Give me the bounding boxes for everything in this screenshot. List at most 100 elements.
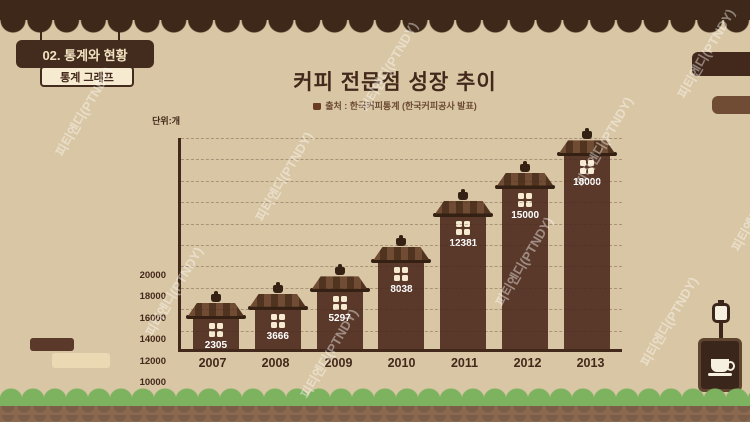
decor-block [692,52,750,76]
unit-label: 단위:개 [152,116,180,126]
badge-string [40,28,42,42]
bar-windows [518,192,533,207]
chart-source-text: 출처 : 한국커피통계 (한국커피공사 발표) [325,101,477,111]
bar-roof [435,200,492,214]
bar-roof-eave [556,152,617,157]
plot-area: 2305 3666 5297 80 [178,128,622,370]
x-axis-label: 2007 [198,356,227,370]
bar-roof [373,247,430,260]
gridline [181,330,622,332]
bar-roof-eave [371,259,432,263]
y-axis-label: 14000 [139,334,166,346]
bar-roof [497,172,554,186]
section-badge: 02. 통계와 현황 [16,40,154,68]
bar-value-label: 2305 [204,340,228,351]
bar-value-label: 8038 [390,284,413,295]
bar-roof [311,276,368,290]
y-axis-label: 10000 [139,377,166,388]
bar: 18000 [556,128,617,349]
grass-bumps [0,387,750,400]
gridline [181,266,622,268]
bar: 12381 [433,188,494,349]
section-badge-subtitle: 통계 그래프 [40,66,134,87]
watermark-text: 피티엔디(PTNDY) [728,159,750,254]
y-axis-label: 12000 [139,355,166,367]
coffee-pot-icon [334,264,345,276]
gridline [181,287,622,289]
bar-roof [249,293,306,307]
soil-strip [0,406,750,422]
x-axis-label: 2013 [576,356,605,370]
bar-value-label: 12381 [449,237,478,249]
gridline [181,223,622,225]
decor-block [52,353,110,368]
street-lamp-icon [712,300,730,323]
bar-roof [558,140,615,154]
coffee-sign-board [698,338,742,392]
x-axis-label: 2009 [324,356,353,370]
bar-body: 18000 [563,156,610,349]
bars: 2305 3666 5297 80 [181,128,622,351]
bar-windows [579,160,594,175]
bar: 2305 [185,291,246,351]
x-axis-labels: 2007 2008 2009 2010 2011 2012 2013 [181,356,622,370]
bar-value-label: 3666 [266,330,289,342]
bar-windows [208,323,223,337]
bar-windows [270,313,285,328]
bar-body: 2305 [192,319,239,351]
gridline [181,245,622,246]
coffee-pot-icon [581,128,592,140]
coffee-pot-icon [520,160,531,172]
coffee-pot-icon [210,291,221,302]
decor-block [30,338,74,351]
y-axis-label: 18000 [139,291,166,303]
bar-roof-eave [309,288,370,293]
x-axis-label: 2011 [450,356,479,370]
bar-windows [332,296,347,311]
gridline [181,180,622,182]
coffee-pot-icon [272,281,283,293]
bar-windows [394,267,409,281]
coffee-cup-icon [708,358,735,376]
x-axis-label: 2010 [387,356,416,370]
coffee-pot-icon [396,235,407,246]
bar-body: 3666 [254,309,301,349]
bar: 5297 [309,264,370,349]
grass-strip [0,399,750,406]
bar-roof-eave [495,184,556,189]
awning-scallops [0,20,750,33]
x-axis-label: 2008 [261,356,290,370]
bar-body: 12381 [440,216,487,349]
y-axis-label: 20000 [139,270,166,281]
bar-value-label: 5297 [328,313,351,325]
coffee-pot-icon [458,188,469,200]
bar-value-label: 18000 [573,177,601,189]
bar-body: 5297 [316,292,363,349]
awning-top [0,0,750,20]
bar-windows [456,220,471,235]
y-axis-label: 16000 [139,312,166,324]
bar-body: 8038 [378,263,425,349]
bar: 15000 [495,160,556,349]
coffee-pot-icon [313,103,322,111]
badge-string [118,28,120,42]
gridline [181,138,622,139]
watermark-text: 피티엔디(PTNDY) [637,274,701,369]
bar-roof-eave [247,305,308,310]
bar-body: 15000 [502,188,549,349]
x-axis-label: 2012 [513,356,542,370]
bar: 3666 [247,281,308,349]
y-axis: 0200040006000800010000120001400016000180… [0,138,172,422]
gridline [181,202,622,204]
bar-value-label: 15000 [511,209,540,221]
gridline [181,309,622,311]
bar: 8038 [371,235,432,349]
bar-roof-eave [433,212,494,217]
gridline [181,159,622,161]
bar-roof-eave [185,315,246,319]
chart-subtitle: 출처 : 한국커피통계 (한국커피공사 발표) [150,99,640,112]
chart-title: 커피 전문점 성장 추이 [293,71,497,94]
bar-roof [187,303,244,316]
decor-block [712,96,750,114]
